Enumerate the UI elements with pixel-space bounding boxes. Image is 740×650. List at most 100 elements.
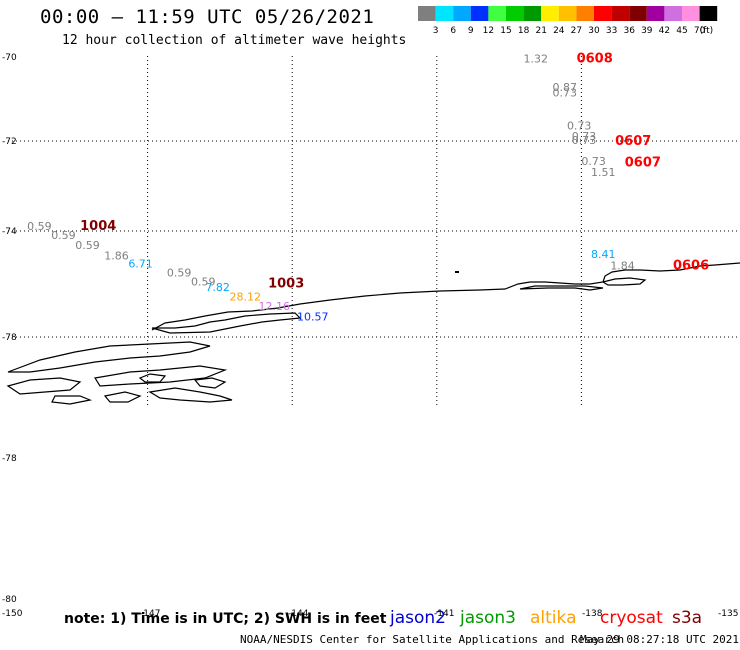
lat-label: -72 [2, 137, 17, 147]
scale-tick-label: 24 [553, 26, 565, 36]
lon-label: -141 [434, 609, 454, 619]
swh-value: 12.16 [258, 300, 290, 313]
track-time-label: 1003 [268, 276, 304, 291]
track-time-label: 1004 [80, 219, 116, 234]
lat-label: -70 [2, 53, 17, 63]
swh-value: 0.59 [75, 239, 100, 252]
graticule [8, 56, 740, 406]
lat-label: -80 [2, 595, 17, 605]
scale-tick-label: 21 [535, 26, 546, 36]
scale-tick-label: 39 [641, 26, 653, 36]
coast-south-2 [6, 377, 82, 395]
axis-labels: -70 -72 -74 -78 -78 -80 -150 -147 -144 -141 -138 -1… [2, 53, 738, 619]
scale-swatch [682, 6, 700, 21]
swh-value: 1.84 [610, 260, 635, 273]
lon-label: -135 [718, 609, 738, 619]
scale-swatch [488, 6, 506, 21]
scale-swatch [664, 6, 682, 21]
legend-jason2: jason2 [390, 608, 446, 628]
swh-value: 0.73 [552, 87, 577, 100]
swh-value: 6.71 [128, 257, 153, 270]
scale-swatch [541, 6, 559, 21]
lat-label: -74 [2, 227, 17, 237]
lon-label: -150 [2, 609, 23, 619]
scale-swatch [576, 6, 594, 21]
scale-swatch [699, 6, 718, 21]
lon-label: -138 [582, 609, 603, 619]
track-time-label: 0608 [577, 52, 613, 67]
scale-swatch [594, 6, 612, 21]
footer-timestamp: May 29 08:27:18 UTC 2021 [580, 633, 739, 646]
legend-cryosat: cryosat [600, 608, 663, 628]
scale-swatch [435, 6, 454, 21]
coast-south-5 [148, 387, 233, 403]
swh-value: 0.87 [552, 81, 577, 94]
scale-swatch [611, 6, 630, 21]
scale-swatch [558, 6, 577, 21]
coast-south-4 [103, 391, 142, 403]
observations-layer: 1.320.870.730.730.730.730.731.510.590.59… [27, 53, 635, 324]
scale-tick-label: 36 [623, 26, 635, 36]
coast-south-3 [94, 365, 228, 387]
swh-value: 0.59 [51, 229, 75, 242]
legend-altika: altika [530, 608, 577, 628]
map-subtitle: 12 hour collection of altimeter wave hei… [62, 33, 407, 48]
swh-value: 10.57 [297, 311, 329, 324]
lon-label: -144 [288, 609, 309, 619]
scale-swatch [629, 6, 647, 21]
scale-tick-label: 9 [468, 26, 474, 36]
track-times-layer: 0608 0607 0607 1004 1003 0606 [80, 52, 709, 292]
scale-tick-label: 42 [659, 26, 670, 36]
swh-value: 0.73 [567, 120, 592, 133]
track-time-label: 0607 [625, 156, 661, 171]
small-island [455, 271, 459, 273]
swh-value: 1.51 [591, 166, 616, 179]
coast-inlet [519, 285, 604, 291]
swh-value: 8.41 [591, 248, 616, 261]
ice-shelf-outline [151, 312, 302, 334]
scale-tick-label: 70 [694, 26, 706, 36]
antarctic-coastline [6, 262, 740, 405]
scale-tick-label: 6 [450, 26, 456, 36]
scale-swatch [646, 6, 665, 21]
scale-swatch [470, 6, 489, 21]
swh-value: 0.73 [572, 130, 597, 143]
legend-s3a: s3a [672, 608, 703, 628]
lat-label: -78 [2, 333, 17, 343]
swh-value: 0.59 [167, 266, 192, 279]
scale-tick-label: 33 [606, 26, 617, 36]
coast-island-east [601, 277, 647, 286]
map-title: 00:00 – 11:59 UTC 05/26/2021 [40, 6, 375, 28]
scale-swatch [418, 6, 436, 21]
scale-unit: (ft) [700, 26, 714, 36]
scale-tick-label: 12 [483, 26, 494, 36]
lon-label: -147 [140, 609, 160, 619]
legend-jason3: jason3 [460, 608, 516, 628]
scale-tick-label: 45 [676, 26, 687, 36]
scale-swatch [453, 6, 471, 21]
swh-value: 0.73 [572, 134, 597, 147]
scale-tick-label: 15 [500, 26, 511, 36]
swh-value: 28.12 [230, 291, 261, 304]
footer-note: note: 1) Time is in UTC; 2) SWH is in fe… [64, 611, 387, 627]
swh-value: 1.32 [524, 53, 549, 66]
coast-south-1 [7, 341, 211, 373]
coast-south-6 [138, 373, 167, 383]
footer-credit: NOAA/NESDIS Center for Satellite Applica… [240, 633, 625, 646]
scale-tick-label: 3 [433, 26, 439, 36]
scale-swatch [506, 6, 524, 21]
color-scale: 3 6 9 12 15 18 21 24 27 30 33 36 39 42 45 70(ft) [418, 6, 718, 36]
track-time-label: 0606 [673, 259, 709, 274]
swh-value: 0.73 [581, 155, 606, 168]
swh-value: 1.86 [104, 249, 129, 262]
scale-swatch [523, 6, 542, 21]
coastline-main [151, 262, 740, 331]
lat-label: -78 [2, 454, 17, 464]
track-time-label: 0607 [615, 134, 651, 149]
scale-tick-label: 27 [571, 26, 582, 36]
swh-value: 0.59 [27, 220, 51, 233]
coast-south-7 [193, 377, 227, 389]
swh-value: 0.59 [191, 276, 216, 289]
